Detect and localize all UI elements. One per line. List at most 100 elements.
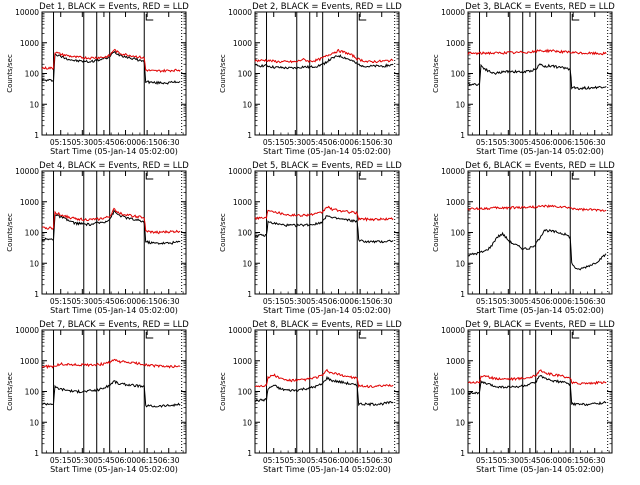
y-axis-label: Counts/sec	[6, 372, 14, 411]
y-tick-label: 1000	[446, 357, 465, 366]
lld-series-line	[42, 207, 181, 235]
x-tick-label: 06:15	[349, 297, 371, 306]
y-tick-label: 10000	[228, 326, 252, 335]
lld-series-line	[467, 204, 607, 212]
lld-series-line	[41, 48, 181, 73]
y-tick-label: 10000	[15, 8, 39, 17]
plot-frame	[41, 11, 187, 136]
x-axis-label: Start Time (05-Jan-14 05:02:00)	[50, 465, 178, 474]
y-tick-label: 10	[29, 418, 39, 427]
lld-series-line	[254, 205, 394, 222]
chart-panel-7: Det 7, BLACK = Events, RED = LLD Counts/s…	[6, 320, 189, 474]
x-axis-label: Start Time (05-Jan-14 05:02:00)	[263, 306, 391, 315]
x-tick-label: 06:15	[349, 456, 371, 465]
y-tick-label: 1000	[20, 357, 39, 366]
events-series-line	[254, 54, 394, 70]
x-axis-label: Start Time (05-Jan-14 05:02:00)	[50, 147, 178, 156]
y-tick-label: 1	[460, 131, 465, 140]
y-axis-label: Counts/sec	[432, 213, 440, 252]
flag-mark	[358, 14, 367, 21]
x-tick-label: 06:15	[562, 456, 584, 465]
x-tick-label: 06:00	[328, 297, 350, 306]
events-series-line	[254, 375, 394, 407]
x-tick-label: 06:30	[158, 456, 180, 465]
x-tick-label: 05:15	[50, 297, 72, 306]
y-tick-label: 1	[247, 131, 252, 140]
x-tick-label: 05:30	[498, 297, 520, 306]
y-tick-label: 1000	[20, 39, 39, 48]
x-tick-label: 06:15	[136, 456, 158, 465]
x-tick-label: 05:30	[72, 138, 94, 147]
x-tick-label: 05:30	[498, 456, 520, 465]
flag-mark	[358, 173, 367, 180]
x-tick-label: 06:00	[541, 456, 563, 465]
y-tick-label: 10	[29, 259, 39, 268]
y-axis-label: Counts/sec	[219, 213, 227, 252]
y-tick-label: 10000	[441, 8, 465, 17]
x-tick-label: 06:15	[136, 138, 158, 147]
chart-panel-9: Det 9, BLACK = Events, RED = LLD Counts/s…	[432, 320, 615, 474]
plot-frame	[254, 329, 400, 454]
x-tick-label: 05:30	[285, 456, 307, 465]
y-tick-label: 1	[247, 290, 252, 299]
chart-panel-5: Det 5, BLACK = Events, RED = LLD Counts/s…	[219, 161, 402, 315]
chart-panel-3: Det 3, BLACK = Events, RED = LLD Counts/s…	[432, 2, 615, 156]
y-axis-label: Counts/sec	[219, 54, 227, 93]
y-tick-label: 1	[460, 449, 465, 458]
y-axis-label: Counts/sec	[432, 54, 440, 93]
plot-frame	[254, 170, 400, 295]
x-tick-label: 05:30	[285, 138, 307, 147]
chart-title: Det 4, BLACK = Events, RED = LLD	[39, 161, 189, 171]
y-tick-label: 1000	[446, 39, 465, 48]
y-tick-label: 100	[451, 229, 466, 238]
flag-mark	[145, 14, 154, 21]
y-axis-label: Counts/sec	[6, 54, 14, 93]
y-tick-label: 10	[242, 418, 252, 427]
chart-panel-8: Det 8, BLACK = Events, RED = LLD Counts/s…	[219, 320, 402, 474]
events-series-line	[467, 374, 607, 407]
x-tick-label: 05:45	[519, 138, 541, 147]
events-series-line	[467, 63, 607, 91]
lld-series-line	[254, 48, 394, 64]
y-tick-label: 10	[455, 259, 465, 268]
x-tick-label: 05:30	[498, 138, 520, 147]
events-series-line	[467, 228, 607, 271]
y-tick-label: 10	[242, 100, 252, 109]
x-tick-label: 05:15	[476, 456, 498, 465]
x-tick-label: 05:15	[263, 297, 285, 306]
y-tick-label: 1	[34, 131, 39, 140]
x-tick-label: 06:30	[158, 297, 180, 306]
y-tick-label: 10000	[15, 326, 39, 335]
flag-mark	[571, 173, 580, 180]
events-series-line	[254, 215, 394, 244]
y-tick-label: 1000	[233, 198, 252, 207]
y-tick-label: 10000	[441, 167, 465, 176]
events-series-line	[41, 50, 181, 86]
x-tick-label: 06:00	[328, 456, 350, 465]
x-axis-label: Start Time (05-Jan-14 05:02:00)	[263, 465, 391, 474]
plot-frame	[254, 11, 400, 136]
x-tick-label: 06:00	[541, 297, 563, 306]
y-tick-label: 1000	[446, 198, 465, 207]
x-tick-label: 05:15	[50, 456, 72, 465]
y-tick-label: 1000	[20, 198, 39, 207]
flag-mark	[145, 332, 154, 339]
x-tick-label: 05:15	[263, 138, 285, 147]
y-axis-label: Counts/sec	[6, 213, 14, 252]
y-axis-label: Counts/sec	[432, 372, 440, 411]
plot-frame	[467, 170, 613, 295]
x-tick-label: 05:30	[285, 297, 307, 306]
x-tick-label: 05:15	[476, 138, 498, 147]
y-tick-label: 100	[25, 388, 40, 397]
y-tick-label: 100	[238, 70, 253, 79]
lld-series-line	[254, 368, 394, 389]
x-tick-label: 05:15	[263, 456, 285, 465]
chart-panel-1: Det 1, BLACK = Events, RED = LLD Counts/s…	[6, 2, 189, 156]
x-tick-label: 06:30	[584, 456, 606, 465]
chart-panel-2: Det 2, BLACK = Events, RED = LLD Counts/s…	[219, 2, 402, 156]
x-tick-label: 05:45	[306, 138, 328, 147]
chart-title: Det 7, BLACK = Events, RED = LLD	[39, 320, 189, 330]
x-tick-label: 06:00	[328, 138, 350, 147]
